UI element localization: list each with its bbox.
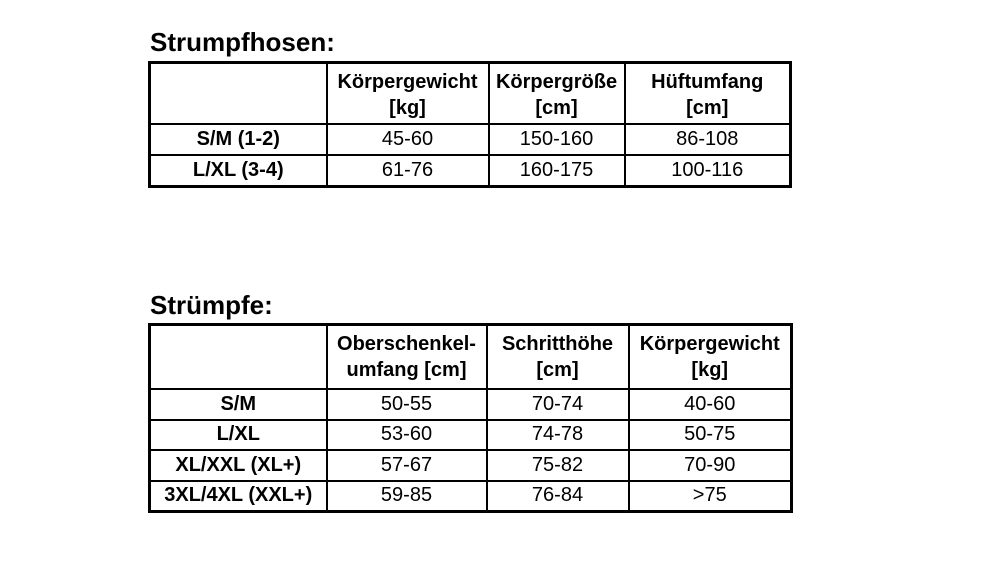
row-label: L/XL: [148, 418, 328, 451]
table-row: S/M 50-55 70-74 40-60: [148, 388, 793, 421]
table-row: 3XL/4XL (XXL+) 59-85 76-84 >75: [148, 479, 793, 513]
table-cell: >75: [627, 479, 793, 513]
row-label: 3XL/4XL (XXL+): [148, 479, 328, 513]
table-cell: 160-175: [487, 154, 626, 188]
table-cell: 70-90: [627, 449, 793, 482]
header-unit: [cm]: [536, 359, 579, 381]
header-row: Oberschenkel- umfang [cm] Schritthöhe [c…: [148, 323, 793, 390]
header-line: Körpergröße: [495, 71, 618, 93]
header-unit: [kg]: [691, 359, 729, 381]
row-label: S/M: [148, 388, 328, 421]
table-cell: 76-84: [485, 479, 630, 513]
row-label: L/XL (3-4): [148, 154, 328, 188]
header-line: Schritthöhe: [501, 333, 614, 355]
table-cell: 40-60: [627, 388, 793, 421]
table-row: S/M (1-2) 45-60 150-160 86-108: [148, 123, 792, 156]
table-cell: 74-78: [485, 418, 630, 451]
column-header-oberschenkelumfang: Oberschenkel- umfang [cm]: [325, 323, 488, 390]
column-header-koerpergewicht: Körpergewicht [kg]: [325, 61, 490, 125]
table-row: L/XL (3-4) 61-76 160-175 100-116: [148, 154, 792, 188]
table-cell: 100-116: [623, 154, 792, 188]
section-title-strumpfhosen: Strumpfhosen:: [150, 27, 335, 57]
header-row: Körpergewicht [kg] Körpergröße [cm] Hüft…: [148, 61, 792, 125]
header-line: Körpergewicht: [337, 71, 478, 93]
table-cell: 45-60: [325, 123, 490, 156]
row-label: S/M (1-2): [148, 123, 328, 156]
column-header-koerpergewicht: Körpergewicht [kg]: [627, 323, 793, 390]
column-header-hueftumfang: Hüftumfang [cm]: [623, 61, 792, 125]
table-cell: 86-108: [623, 123, 792, 156]
strumpfhosen-size-table: Körpergewicht [kg] Körpergröße [cm] Hüft…: [148, 61, 792, 188]
header-unit: umfang [cm]: [346, 359, 467, 381]
column-header-koerpergroesse: Körpergröße [cm]: [487, 61, 626, 125]
header-line: Körpergewicht: [639, 333, 780, 355]
row-label: XL/XXL (XL+): [148, 449, 328, 482]
column-header-schritthoehe: Schritthöhe [cm]: [485, 323, 630, 390]
table-cell: 61-76: [325, 154, 490, 188]
table-cell: 50-75: [627, 418, 793, 451]
table-cell: 50-55: [325, 388, 488, 421]
table-cell: 75-82: [485, 449, 630, 482]
corner-cell: [148, 323, 328, 390]
table-cell: 150-160: [487, 123, 626, 156]
struempfe-size-table: Oberschenkel- umfang [cm] Schritthöhe [c…: [148, 323, 793, 513]
header-unit: [cm]: [535, 97, 578, 119]
table-cell: 70-74: [485, 388, 630, 421]
table-cell: 57-67: [325, 449, 488, 482]
header-line: Hüftumfang: [651, 71, 764, 93]
corner-cell: [148, 61, 328, 125]
table-row: L/XL 53-60 74-78 50-75: [148, 418, 793, 451]
table-cell: 59-85: [325, 479, 488, 513]
table-cell: 53-60: [325, 418, 488, 451]
header-unit: [kg]: [389, 97, 426, 119]
table-row: XL/XXL (XL+) 57-67 75-82 70-90: [148, 449, 793, 482]
section-title-struempfe: Strümpfe:: [150, 290, 273, 320]
header-unit: [cm]: [686, 97, 729, 119]
header-line: Oberschenkel-: [337, 333, 476, 355]
